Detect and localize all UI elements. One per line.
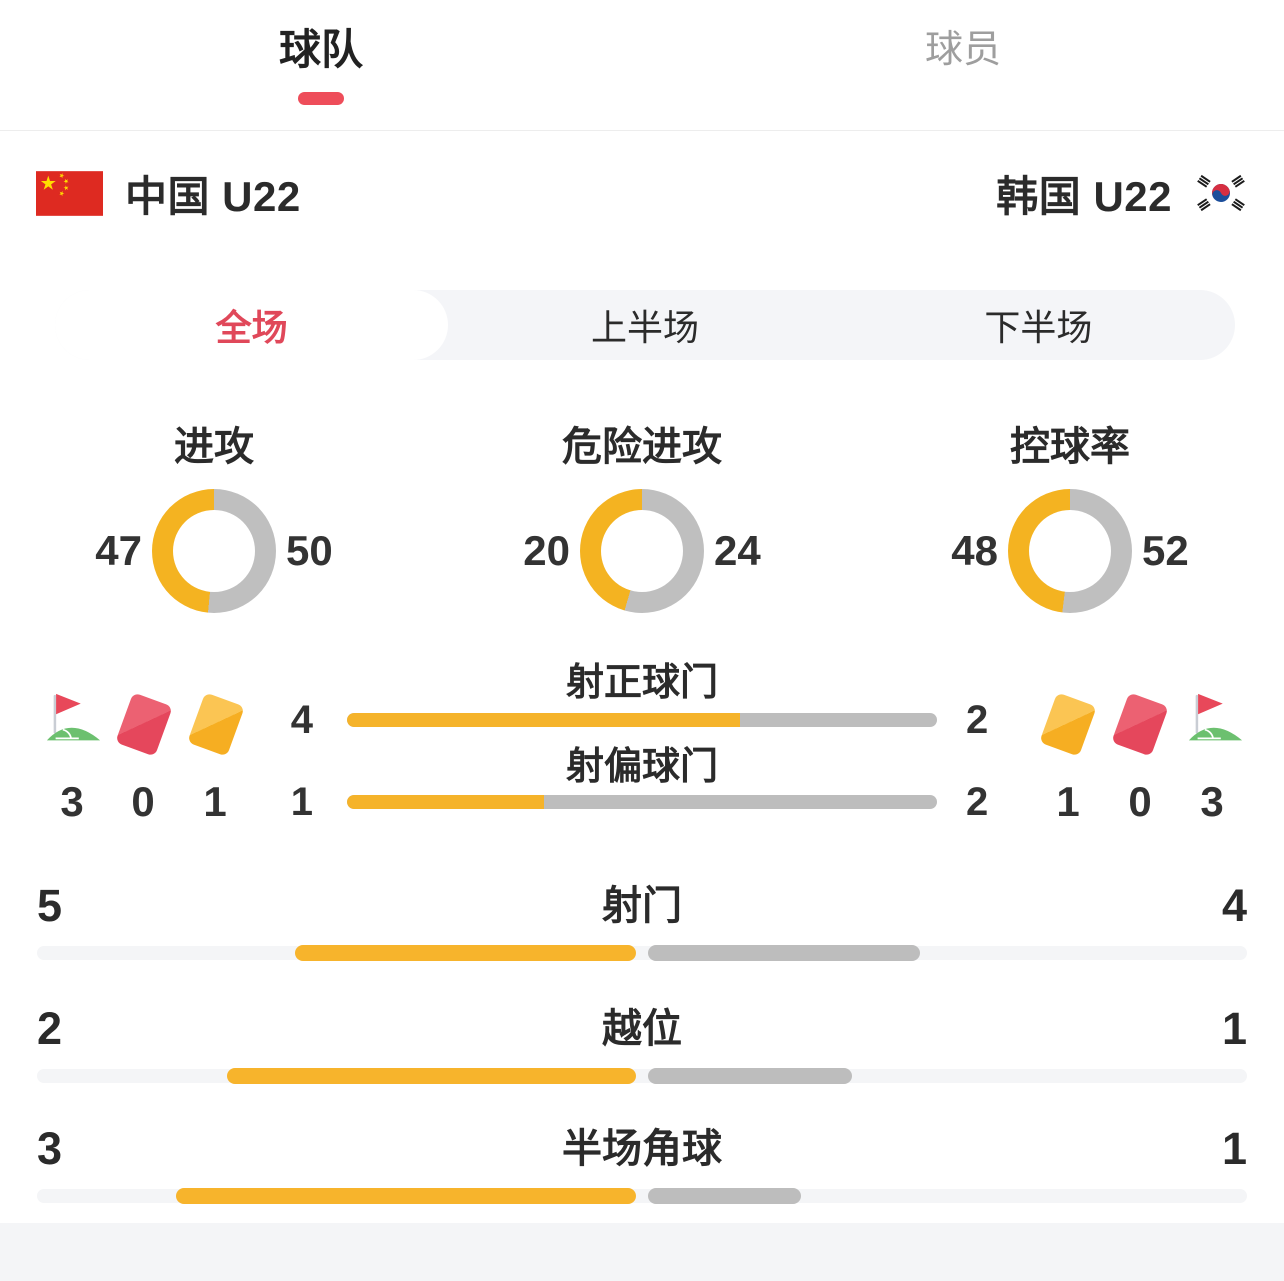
donut-hole xyxy=(173,510,255,592)
donut-chart xyxy=(1008,489,1132,613)
footer-band xyxy=(0,1223,1284,1281)
shots-on-target-label: 射正球门 xyxy=(565,662,718,704)
stat-label: 半场角球 xyxy=(562,1127,722,1171)
away-bar xyxy=(648,1188,801,1204)
spacer xyxy=(940,89,986,102)
bar-fill xyxy=(347,795,544,809)
team-row: 中国 U22 韩国 U22 xyxy=(0,158,1284,228)
away-team: 韩国 U22 xyxy=(996,163,1248,224)
tab-team-label: 球队 xyxy=(278,26,363,74)
korea-flag-icon xyxy=(1194,173,1248,213)
shots-off-target-bar xyxy=(347,795,937,809)
tab-players[interactable]: 球员 xyxy=(642,0,1284,130)
stat-donut-dangerous-attack: 危险进攻 20 24 xyxy=(428,424,856,613)
home-yellow-cards-count: 1 xyxy=(203,778,227,825)
donut-title: 控球率 xyxy=(1010,425,1130,469)
home-bar xyxy=(227,1068,636,1084)
away-value: 1 xyxy=(1221,1123,1247,1174)
top-tab-bar: 球队 球员 xyxy=(0,0,1284,130)
away-value: 50 xyxy=(286,527,333,574)
shots-on-target-bar xyxy=(347,713,937,727)
donut-chart xyxy=(580,489,704,613)
corner-flag-icon xyxy=(1188,693,1243,741)
home-bar xyxy=(176,1188,636,1204)
stat-bar xyxy=(37,1068,1247,1084)
segment-second-half-label: 下半场 xyxy=(984,307,1093,348)
home-value: 47 xyxy=(95,527,142,574)
home-value: 5 xyxy=(37,880,63,931)
active-tab-indicator xyxy=(298,91,344,105)
away-bar xyxy=(648,1068,852,1084)
segment-second-half[interactable]: 下半场 xyxy=(842,290,1235,360)
away-red-cards-count: 0 xyxy=(1128,778,1152,825)
home-team: 中国 U22 xyxy=(36,163,301,224)
away-corners-count: 3 xyxy=(1200,778,1224,825)
donut-hole xyxy=(601,510,683,592)
stat-label: 越位 xyxy=(602,1007,682,1051)
home-corners-count: 3 xyxy=(60,778,84,825)
home-bar xyxy=(295,945,636,961)
segment-full-match[interactable]: 全场 xyxy=(55,290,449,360)
tab-players-label: 球员 xyxy=(924,28,1001,71)
home-value: 3 xyxy=(37,1123,63,1174)
bar-fill xyxy=(347,713,741,727)
shots-on-target-away-value: 2 xyxy=(966,698,989,742)
donut-hole xyxy=(1029,510,1111,592)
divider xyxy=(0,130,1284,131)
stat-donut-possession: 控球率 48 52 xyxy=(856,424,1284,613)
corner-flag-icon xyxy=(46,693,101,741)
segment-first-half[interactable]: 上半场 xyxy=(448,290,841,360)
stat-row-shots: 5 射门 4 xyxy=(37,880,1247,961)
period-segmented-control: 全场 上半场 下半场 xyxy=(55,290,1235,360)
donut-title: 进攻 xyxy=(174,425,254,469)
donut-chart xyxy=(152,489,276,613)
stat-row-offside: 2 越位 1 xyxy=(37,1003,1247,1084)
segment-full-match-label: 全场 xyxy=(215,307,288,348)
shots-off-target-away-value: 2 xyxy=(966,780,989,824)
home-value: 20 xyxy=(523,527,570,574)
home-red-cards-count: 0 xyxy=(131,778,155,825)
home-team-name: 中国 U22 xyxy=(125,172,301,220)
segment-first-half-label: 上半场 xyxy=(590,307,699,348)
away-value: 52 xyxy=(1142,527,1189,574)
cards-and-shots-section: 3 0 1 1 0 3 射正球门 4 2 射偏球门 1 2 xyxy=(0,660,1284,850)
tab-team[interactable]: 球队 xyxy=(0,0,642,130)
home-value: 48 xyxy=(951,527,998,574)
stat-row-half-corners: 3 半场角球 1 xyxy=(37,1123,1247,1204)
stat-bar xyxy=(37,945,1247,961)
away-team-name: 韩国 U22 xyxy=(996,172,1172,220)
away-value: 1 xyxy=(1221,1003,1247,1054)
away-bar xyxy=(648,945,920,961)
stat-label: 射门 xyxy=(602,884,682,928)
china-flag-icon xyxy=(36,170,103,216)
donut-stats-section: 进攻 47 50 危险进攻 20 24 控球率 48 52 xyxy=(0,424,1284,613)
donut-title: 危险进攻 xyxy=(562,425,722,469)
away-value: 24 xyxy=(714,527,761,574)
stat-bar xyxy=(37,1188,1247,1204)
shots-off-target-label: 射偏球门 xyxy=(565,746,718,788)
stat-donut-attack: 进攻 47 50 xyxy=(0,424,428,613)
away-value: 4 xyxy=(1221,880,1247,931)
home-value: 2 xyxy=(37,1003,63,1054)
shots-off-target-home-value: 1 xyxy=(290,780,313,824)
away-yellow-cards-count: 1 xyxy=(1056,778,1080,825)
shots-on-target-home-value: 4 xyxy=(290,698,313,742)
